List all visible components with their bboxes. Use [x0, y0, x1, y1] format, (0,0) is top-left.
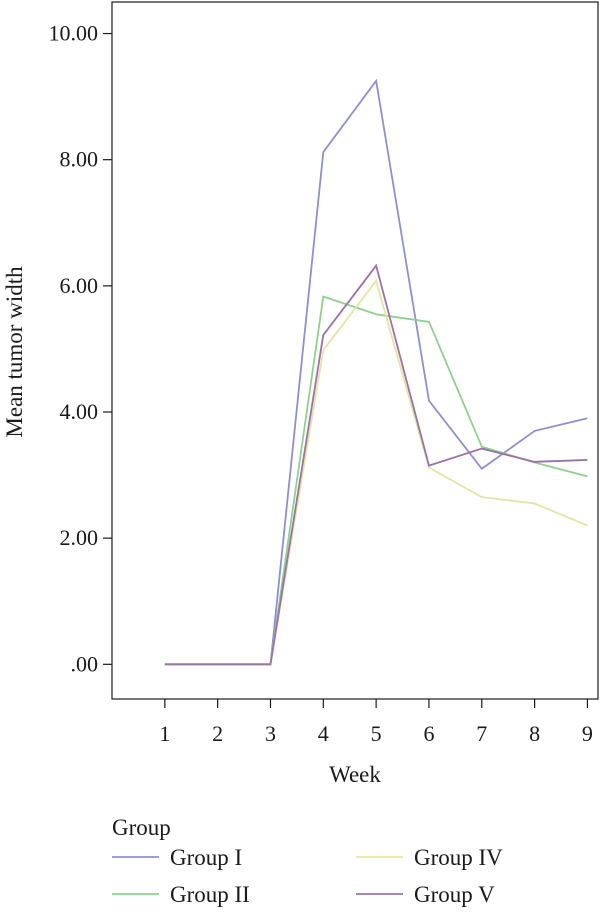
series-line-group-iv: [164, 278, 588, 666]
x-tick-label: 3: [265, 721, 276, 746]
y-tick-label: .00: [71, 651, 99, 676]
plot-frame: [111, 1, 599, 700]
series-line-group-ii: [164, 295, 588, 666]
legend-label: Group I: [170, 845, 242, 870]
legend-title: Group: [112, 815, 171, 840]
x-tick-label: 2: [212, 721, 223, 746]
x-tick-label: 5: [371, 721, 382, 746]
x-tick-label: 8: [529, 721, 540, 746]
y-axis-title: Mean tumor width: [2, 266, 27, 438]
series-lines: [164, 78, 588, 666]
series-line-group-i: [164, 78, 588, 666]
legend-label: Group II: [170, 882, 250, 907]
x-tick-label: 1: [159, 721, 170, 746]
y-tick-label: 4.00: [60, 399, 99, 424]
x-tick-label: 4: [318, 721, 329, 746]
y-axis: .00 2.00 4.00 6.00 8.00 10.00: [49, 21, 112, 676]
y-tick-label: 6.00: [60, 273, 99, 298]
legend: Group I Group II Group IV Group V: [112, 845, 503, 907]
legend-label: Group V: [414, 882, 495, 907]
y-tick-label: 2.00: [60, 525, 99, 550]
y-tick-label: 10.00: [49, 21, 99, 46]
x-tick-label: 9: [582, 721, 593, 746]
x-tick-label: 7: [476, 721, 487, 746]
x-axis: 1 2 3 4 5 6 7 8 9: [159, 699, 593, 746]
x-axis-title: Week: [329, 762, 381, 787]
y-tick-label: 8.00: [60, 147, 99, 172]
x-tick-label: 6: [423, 721, 434, 746]
legend-label: Group IV: [414, 845, 503, 870]
series-line-group-v: [164, 263, 588, 666]
